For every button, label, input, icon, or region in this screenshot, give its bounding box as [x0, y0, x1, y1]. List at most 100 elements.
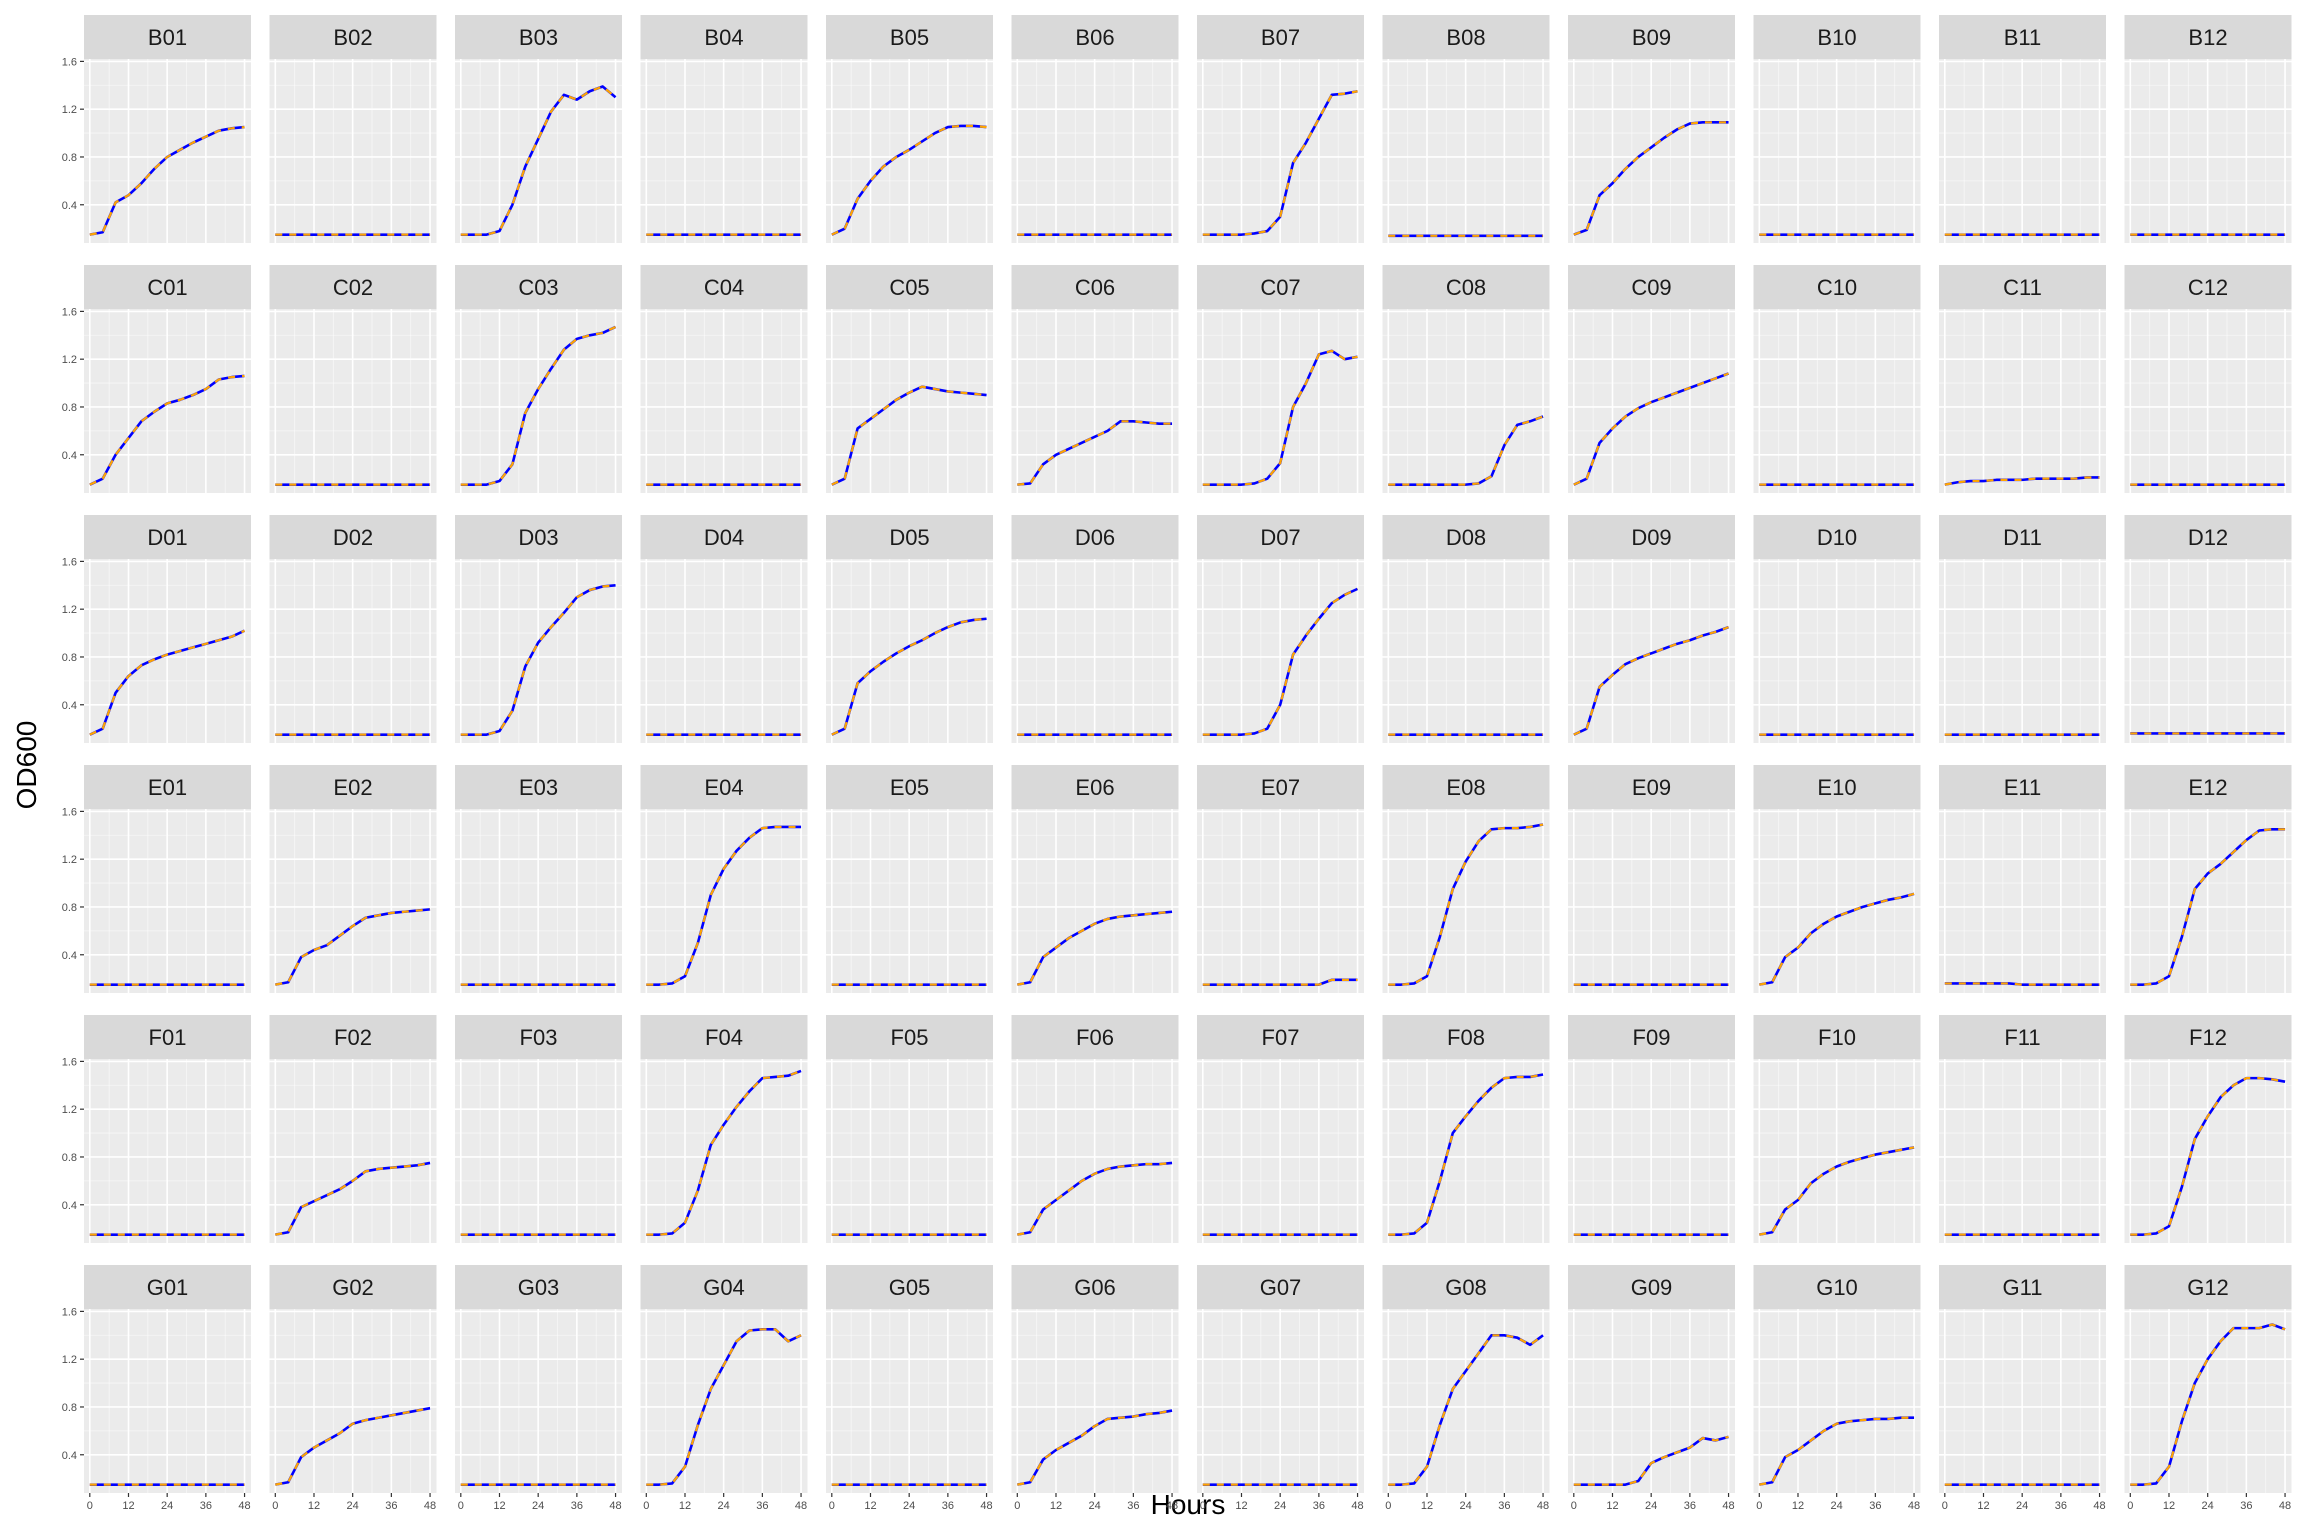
strip-label: B04 — [704, 25, 743, 50]
growth-line-dashed — [2130, 1077, 2286, 1236]
x-tick-label: 12 — [122, 1500, 134, 1512]
y-tick-label: 0.8 — [62, 1152, 77, 1164]
strip-label: E01 — [148, 775, 187, 800]
strip-background — [826, 1015, 993, 1059]
strip-background — [826, 765, 993, 809]
strip-background — [455, 1265, 622, 1309]
strip-background — [84, 1015, 251, 1059]
strip-label: D01 — [147, 525, 187, 550]
strip-background — [84, 515, 251, 559]
strip-background — [1197, 1265, 1364, 1309]
strip-background — [1197, 15, 1364, 59]
x-tick-label: 48 — [1537, 1500, 1549, 1512]
strip-label: E07 — [1261, 775, 1300, 800]
strip-label: C06 — [1075, 275, 1115, 300]
panel: E01 0.4 0.8 1.2 1.6 — [62, 765, 251, 993]
growth-line-dashed — [1759, 1146, 1915, 1236]
x-tick-label: 24 — [1645, 1500, 1657, 1512]
strip-background — [2124, 1265, 2292, 1309]
strip-label: D03 — [518, 525, 558, 550]
strip-label: C07 — [1260, 275, 1300, 300]
panel: C06 — [1011, 265, 1179, 493]
x-tick-label: 24 — [532, 1500, 544, 1512]
strip-label: E03 — [519, 775, 558, 800]
panel: D02 — [269, 515, 437, 743]
strip-background — [1568, 15, 1735, 59]
strip-label: D09 — [1631, 525, 1671, 550]
strip-label: D08 — [1446, 525, 1486, 550]
x-tick-label: 12 — [2163, 1500, 2175, 1512]
panel: G10 0 12 24 36 48 — [1753, 1265, 1921, 1512]
strip-background — [1753, 515, 1921, 559]
panel: E05 — [826, 765, 993, 993]
panel: B09 — [1568, 15, 1735, 243]
x-tick-label: 24 — [347, 1500, 359, 1512]
y-tick-label: 1.6 — [62, 556, 77, 568]
growth-line-dashed — [1017, 1409, 1173, 1486]
x-tick-label: 48 — [2279, 1500, 2291, 1512]
x-tick-label: 0 — [87, 1500, 93, 1512]
panel: E11 — [1939, 765, 2106, 993]
growth-line-dashed — [1202, 978, 1358, 986]
strip-label: B07 — [1261, 25, 1300, 50]
x-tick-label: 24 — [161, 1500, 173, 1512]
panel: B06 — [1011, 15, 1179, 243]
strip-background — [1382, 1265, 1550, 1309]
growth-line-dashed — [831, 617, 987, 736]
strip-label: F04 — [705, 1025, 743, 1050]
strip-label: G07 — [1260, 1275, 1302, 1300]
panel: F05 — [826, 1015, 993, 1243]
panel: C04 — [640, 265, 808, 493]
panel: D10 — [1753, 515, 1921, 743]
growth-line-dashed — [646, 825, 802, 986]
strip-background — [1568, 265, 1735, 309]
y-tick-label: 0.8 — [62, 1402, 77, 1414]
panel: B12 — [2124, 15, 2292, 243]
x-tick-label: 12 — [493, 1500, 505, 1512]
strip-label: G12 — [2187, 1275, 2229, 1300]
strip-label: B05 — [890, 25, 929, 50]
strip-background — [1568, 1265, 1735, 1309]
panel: C10 — [1753, 265, 1921, 493]
panel: D11 — [1939, 515, 2106, 743]
x-tick-label: 0 — [2127, 1500, 2133, 1512]
strip-background — [640, 515, 808, 559]
strip-background — [1197, 515, 1364, 559]
strip-label: B09 — [1632, 25, 1671, 50]
strip-label: C03 — [518, 275, 558, 300]
x-tick-label: 0 — [1571, 1500, 1577, 1512]
panel: B03 — [455, 15, 622, 243]
x-tick-label: 12 — [1792, 1500, 1804, 1512]
x-tick-label: 24 — [2202, 1500, 2214, 1512]
strip-background — [826, 265, 993, 309]
panel: B08 — [1382, 15, 1550, 243]
strip-background — [826, 15, 993, 59]
strip-label: G04 — [703, 1275, 745, 1300]
strip-background — [826, 515, 993, 559]
strip-background — [1939, 515, 2106, 559]
growth-line-dashed — [89, 629, 246, 736]
strip-label: B03 — [519, 25, 558, 50]
strip-background — [2124, 515, 2292, 559]
y-tick-label: 0.4 — [62, 1450, 77, 1462]
growth-line-dashed — [1944, 476, 2100, 486]
x-tick-label: 0 — [458, 1500, 464, 1512]
strip-background — [826, 1265, 993, 1309]
growth-line-dashed — [1017, 1161, 1173, 1236]
panel: B10 — [1753, 15, 1921, 243]
x-tick-label: 36 — [756, 1500, 768, 1512]
strip-label: D10 — [1817, 525, 1857, 550]
y-tick-label: 1.2 — [62, 1354, 77, 1366]
strip-background — [1197, 265, 1364, 309]
strip-background — [269, 15, 437, 59]
x-tick-label: 36 — [1313, 1500, 1325, 1512]
panel: F04 — [640, 1015, 808, 1243]
strip-label: D11 — [2003, 525, 2042, 550]
strip-background — [1011, 765, 1179, 809]
strip-background — [455, 515, 622, 559]
x-tick-label: 36 — [2055, 1500, 2067, 1512]
x-tick-label: 36 — [1869, 1500, 1881, 1512]
x-tick-label: 12 — [1050, 1500, 1062, 1512]
panel: B07 — [1197, 15, 1364, 243]
